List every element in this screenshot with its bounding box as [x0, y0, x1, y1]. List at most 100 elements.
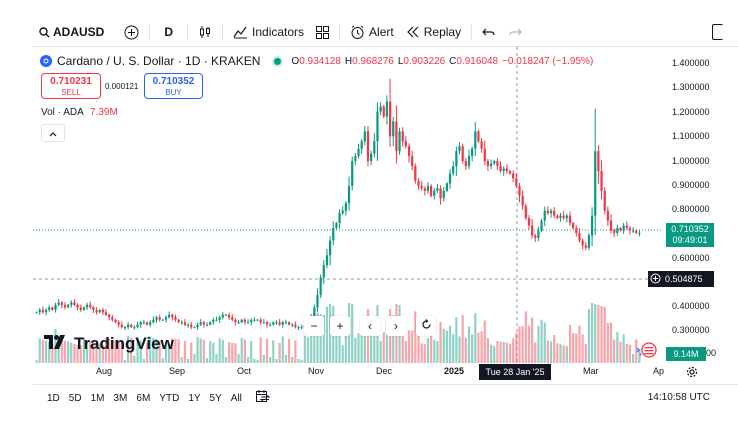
volume-bar [158, 340, 161, 363]
volume-bar [265, 338, 269, 363]
range-button-5y[interactable]: 5Y [209, 392, 222, 404]
volume-bar [57, 345, 60, 363]
range-button-1d[interactable]: 1D [47, 392, 60, 404]
candle-body [401, 131, 404, 142]
volume-bar [70, 342, 73, 363]
chart-settings-button[interactable] [686, 365, 698, 383]
range-button-6m[interactable]: 6M [136, 392, 151, 404]
candle-body [300, 327, 303, 329]
volume-bar [335, 334, 338, 363]
date-range-button[interactable] [255, 390, 271, 406]
candle-body [202, 322, 205, 325]
range-button-3m[interactable]: 3M [113, 392, 128, 404]
candle-body [534, 235, 537, 238]
volume-bar [534, 342, 537, 363]
candle-body [193, 327, 196, 329]
volume-bar [272, 340, 275, 363]
volume-bar [357, 333, 360, 363]
alert-button[interactable]: Alert [344, 18, 400, 46]
bottom-toolbar: 1D 5D 1M 3M 6M YTD 1Y 5Y All 14:10:58 UTC [33, 384, 738, 411]
candle-body [89, 304, 92, 308]
candle-body [411, 156, 414, 167]
candle-body [385, 101, 389, 117]
flag-icon[interactable] [636, 342, 658, 358]
redo-button[interactable] [502, 18, 528, 46]
volume-label: Vol · ADA [41, 107, 84, 118]
candle-body [48, 307, 51, 310]
undo-button[interactable] [476, 18, 502, 46]
volume-bar [581, 334, 584, 363]
volume-bar [417, 335, 420, 363]
candle-body [360, 141, 363, 149]
sell-button[interactable]: 0.710231 SELL [41, 73, 101, 99]
volume-bar [133, 356, 136, 363]
volume-bar [250, 340, 253, 363]
clock-utc[interactable]: 14:10:58 UTC [647, 392, 710, 403]
indicators-button[interactable]: Indicators [227, 18, 310, 46]
candle-body [256, 319, 259, 321]
range-button-5d[interactable]: 5D [68, 392, 82, 404]
fullscreen-icon[interactable] [712, 24, 723, 40]
date-axis[interactable]: Aug Sep Oct Nov Dec 2025 Mar Ap [33, 363, 738, 379]
volume-bar [565, 346, 568, 363]
volume-bar [142, 359, 145, 363]
volume-bar [89, 341, 92, 363]
date-tick: Nov [308, 366, 325, 376]
candle-body [502, 168, 505, 172]
volume-bar [67, 341, 70, 363]
price-chart[interactable] [33, 47, 738, 377]
candle-body [237, 322, 240, 324]
candle-body [199, 322, 202, 325]
plus-circle-icon[interactable] [650, 273, 661, 286]
candle-body [108, 314, 111, 318]
candle-body [240, 319, 243, 323]
candle-body [395, 121, 398, 152]
volume-bar [537, 325, 540, 363]
volume-bar [297, 359, 300, 363]
volume-bar [543, 322, 546, 363]
symbol-search-button[interactable]: ADAUSD [33, 18, 110, 46]
candle-body [515, 178, 518, 186]
scroll-right-button[interactable]: › [386, 316, 406, 336]
candle-body [546, 210, 549, 214]
crosshair-date-label: Tue 28 Jan '25 [479, 364, 551, 380]
volume-bar [108, 339, 111, 363]
buy-button[interactable]: 0.710352 BUY [144, 73, 203, 99]
reset-chart-button[interactable] [416, 316, 436, 336]
collapse-legend-button[interactable] [41, 124, 65, 142]
candle-body [373, 141, 376, 154]
compare-button[interactable] [118, 18, 145, 46]
candle-body [549, 210, 553, 214]
tradingview-logo[interactable]: TradingView [44, 334, 174, 354]
range-button-1y[interactable]: 1Y [188, 392, 201, 404]
candle-body [183, 322, 187, 325]
candle-body [82, 307, 86, 310]
volume-bar [486, 338, 490, 363]
candle-body [436, 188, 439, 191]
zoom-out-button[interactable]: − [304, 316, 324, 336]
volume-bar [284, 355, 288, 363]
top-toolbar: ADAUSD D Indicators Alert Replay [33, 18, 738, 46]
candle-body [44, 309, 48, 313]
volume-bar [344, 331, 347, 363]
date-tick: Aug [96, 366, 113, 376]
candle-body [139, 322, 142, 325]
volume-bar [423, 344, 426, 363]
replay-button[interactable]: Replay [400, 18, 467, 46]
scroll-left-button[interactable]: ‹ [360, 316, 380, 336]
interval-button[interactable]: D [164, 25, 174, 39]
range-button-ytd[interactable]: YTD [159, 392, 180, 404]
range-button-1m[interactable]: 1M [90, 392, 105, 404]
volume-bar [502, 341, 505, 363]
price-tick: 1.200000 [672, 107, 710, 117]
zoom-in-button[interactable]: + [330, 316, 350, 336]
layouts-button[interactable] [310, 18, 335, 46]
rewind-icon [406, 26, 420, 38]
chart-type-button[interactable] [192, 18, 218, 46]
range-button-all[interactable]: All [230, 392, 242, 404]
volume-bar [322, 315, 325, 363]
close-value: 0.916048 [456, 55, 499, 67]
open-value: 0.934128 [299, 55, 341, 67]
candle-body [136, 324, 139, 328]
volume-bar [275, 359, 278, 363]
